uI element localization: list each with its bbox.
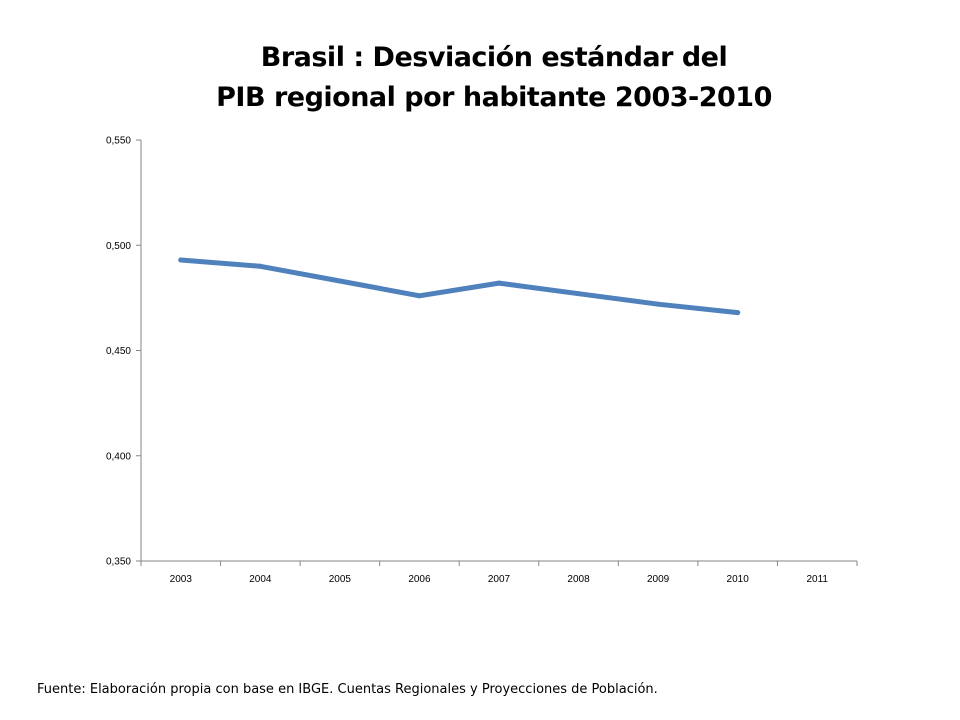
- data-point: [655, 301, 661, 307]
- data-point: [496, 280, 502, 286]
- x-tick-label: 2006: [408, 574, 431, 585]
- x-tick-label: 2010: [727, 574, 750, 585]
- data-point: [416, 293, 422, 299]
- y-tick-label: 0,350: [106, 557, 131, 568]
- chart-title-line-1: Brasil : Desviación estándar del: [260, 42, 728, 73]
- x-tick-label: 2007: [488, 574, 511, 585]
- data-point: [178, 257, 184, 263]
- y-tick-label: 0,400: [106, 451, 131, 462]
- x-tick-label: 2003: [170, 574, 193, 585]
- x-tick-label: 2005: [329, 574, 352, 585]
- y-tick-label: 0,550: [106, 136, 131, 147]
- chart-title: Brasil : Desviación estándar del PIB reg…: [0, 38, 960, 118]
- y-tick-label: 0,450: [106, 346, 131, 357]
- data-point: [735, 310, 741, 316]
- data-point: [257, 263, 263, 269]
- data-point: [576, 291, 582, 297]
- x-tick-label: 2004: [249, 574, 272, 585]
- source-note: Fuente: Elaboración propia con base en I…: [37, 682, 658, 697]
- x-tick-label: 2011: [806, 574, 828, 585]
- x-tick-label: 2008: [567, 574, 590, 585]
- y-tick-label: 0,500: [106, 241, 131, 252]
- chart-title-line-2: PIB regional por habitante 2003-2010: [216, 82, 772, 113]
- x-tick-label: 2009: [647, 574, 670, 585]
- series-line: [178, 257, 741, 316]
- data-point: [337, 278, 343, 284]
